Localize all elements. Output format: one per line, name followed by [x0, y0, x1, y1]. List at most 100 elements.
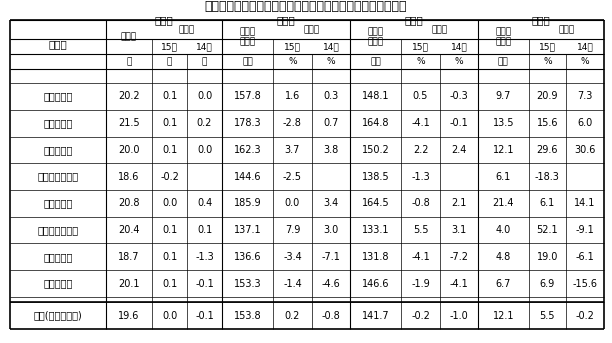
Text: 日　数: 日 数	[121, 33, 137, 42]
Text: 21.5: 21.5	[118, 118, 140, 128]
Text: 1.6: 1.6	[285, 92, 300, 102]
Text: 148.1: 148.1	[362, 92, 389, 102]
Text: 15.6: 15.6	[537, 118, 558, 128]
Text: 区　分: 区 分	[48, 39, 67, 50]
Text: 29.6: 29.6	[537, 145, 558, 155]
Text: 15年: 15年	[161, 42, 178, 51]
Text: -0.1: -0.1	[195, 279, 214, 288]
Text: 前年比: 前年比	[431, 25, 448, 34]
Text: 総　実: 総 実	[277, 15, 296, 25]
Text: 6.0: 6.0	[578, 118, 593, 128]
Text: 0.1: 0.1	[162, 145, 177, 155]
Text: 労　働
時間数: 労 働 時間数	[239, 27, 256, 47]
Text: 0.0: 0.0	[197, 145, 212, 155]
Text: 15年: 15年	[284, 42, 301, 51]
Text: 0.0: 0.0	[162, 198, 177, 208]
Text: 運輸通信業: 運輸通信業	[43, 198, 72, 208]
Text: 電気ガス水道業: 電気ガス水道業	[37, 172, 78, 182]
Text: 表１２　１人平均月間出勤日数及び労働時間（３０人以上）: 表１２ １人平均月間出勤日数及び労働時間（３０人以上）	[205, 0, 407, 13]
Text: 調査産業計: 調査産業計	[43, 92, 72, 102]
Text: 20.2: 20.2	[118, 92, 140, 102]
Text: 15年: 15年	[539, 42, 556, 51]
Text: 52.1: 52.1	[537, 225, 558, 235]
Text: 136.6: 136.6	[234, 252, 261, 262]
Text: 4.8: 4.8	[496, 252, 511, 262]
Text: 133.1: 133.1	[362, 225, 389, 235]
Text: 164.8: 164.8	[362, 118, 389, 128]
Text: 卸小売業飲食店: 卸小売業飲食店	[37, 225, 78, 235]
Text: 20.4: 20.4	[118, 225, 140, 235]
Text: 0.0: 0.0	[162, 311, 177, 321]
Text: -1.4: -1.4	[283, 279, 302, 288]
Text: 0.1: 0.1	[162, 279, 177, 288]
Text: -4.6: -4.6	[321, 279, 340, 288]
Text: 6.9: 6.9	[540, 279, 555, 288]
Text: 162.3: 162.3	[234, 145, 261, 155]
Text: 7.9: 7.9	[285, 225, 300, 235]
Text: %: %	[581, 57, 589, 66]
Text: 4.0: 4.0	[496, 225, 511, 235]
Text: -4.1: -4.1	[450, 279, 468, 288]
Text: 150.2: 150.2	[362, 145, 390, 155]
Text: 18.7: 18.7	[118, 252, 140, 262]
Text: -4.1: -4.1	[411, 118, 430, 128]
Text: 12.1: 12.1	[493, 145, 514, 155]
Text: 30.6: 30.6	[575, 145, 596, 155]
Text: 14.1: 14.1	[575, 198, 596, 208]
Text: 21.4: 21.4	[493, 198, 514, 208]
Text: -15.6: -15.6	[573, 279, 598, 288]
Text: 金融保険業: 金融保険業	[43, 252, 72, 262]
Text: %: %	[327, 57, 335, 66]
Text: 6.7: 6.7	[496, 279, 511, 288]
Text: 0.1: 0.1	[162, 92, 177, 102]
Text: 131.8: 131.8	[362, 252, 389, 262]
Text: -0.2: -0.2	[411, 311, 430, 321]
Text: 製　造　業: 製 造 業	[43, 145, 72, 155]
Text: -2.5: -2.5	[283, 172, 302, 182]
Text: 14年: 14年	[196, 42, 213, 51]
Text: 157.8: 157.8	[234, 92, 261, 102]
Text: -7.2: -7.2	[449, 252, 469, 262]
Text: 5.5: 5.5	[540, 311, 555, 321]
Text: -0.2: -0.2	[576, 311, 595, 321]
Text: 0.1: 0.1	[162, 225, 177, 235]
Text: %: %	[416, 57, 425, 66]
Text: 前年差: 前年差	[179, 25, 195, 34]
Text: 3.4: 3.4	[323, 198, 338, 208]
Text: -0.3: -0.3	[450, 92, 468, 102]
Text: 全国(調査産業計): 全国(調査産業計)	[34, 311, 82, 321]
Text: 15年: 15年	[412, 42, 429, 51]
Text: 0.1: 0.1	[197, 225, 212, 235]
Text: -9.1: -9.1	[576, 225, 594, 235]
Text: 14年: 14年	[323, 42, 339, 51]
Text: 20.0: 20.0	[118, 145, 140, 155]
Text: -6.1: -6.1	[576, 252, 594, 262]
Text: サービス業: サービス業	[43, 279, 72, 288]
Text: 3.1: 3.1	[452, 225, 466, 235]
Text: 3.7: 3.7	[285, 145, 300, 155]
Text: %: %	[288, 57, 297, 66]
Text: 138.5: 138.5	[362, 172, 389, 182]
Text: -1.3: -1.3	[411, 172, 430, 182]
Text: 185.9: 185.9	[234, 198, 261, 208]
Text: 0.1: 0.1	[162, 118, 177, 128]
Text: 所定内: 所定内	[405, 15, 424, 25]
Text: 日: 日	[202, 57, 207, 66]
Text: 7.3: 7.3	[578, 92, 593, 102]
Text: 141.7: 141.7	[362, 311, 389, 321]
Text: 労　働
時間数: 労 働 時間数	[368, 27, 384, 47]
Text: 前年比: 前年比	[304, 25, 319, 34]
Text: 出　勤: 出 勤	[154, 15, 173, 25]
Text: 13.5: 13.5	[493, 118, 514, 128]
Text: 20.1: 20.1	[118, 279, 140, 288]
Text: %: %	[543, 57, 551, 66]
Text: 20.8: 20.8	[118, 198, 140, 208]
Text: 3.8: 3.8	[323, 145, 338, 155]
Text: -0.8: -0.8	[411, 198, 430, 208]
Text: 9.7: 9.7	[496, 92, 511, 102]
Text: 19.0: 19.0	[537, 252, 558, 262]
Text: 6.1: 6.1	[496, 172, 511, 182]
Text: 0.7: 0.7	[323, 118, 338, 128]
Text: 14年: 14年	[577, 42, 594, 51]
Text: 3.0: 3.0	[323, 225, 338, 235]
